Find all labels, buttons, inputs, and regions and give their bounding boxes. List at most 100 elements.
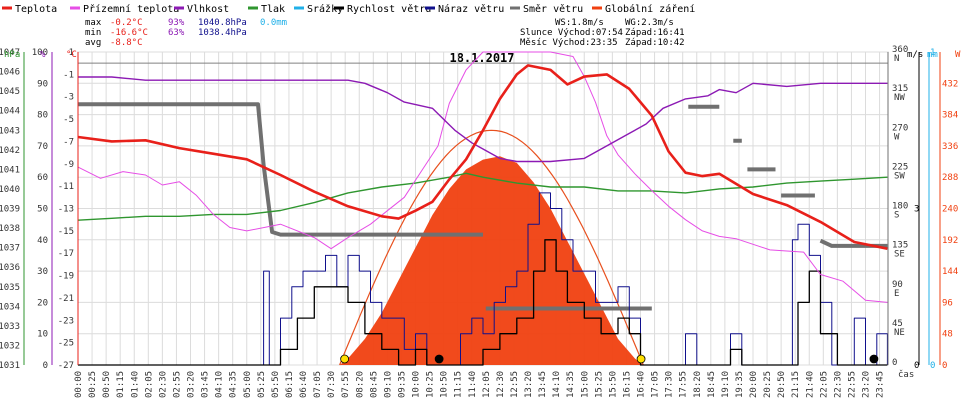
x-tick-label: 14:35 (566, 371, 576, 398)
stat-text: Západ:10:42 (625, 38, 685, 48)
hpa-axis-tick: 1031 (0, 361, 20, 371)
radiation-tick: 96 (942, 298, 953, 308)
humidity-axis-tick: 100 (32, 48, 48, 58)
x-tick-label: 00:50 (102, 371, 112, 398)
x-tick-label: 04:10 (215, 371, 225, 398)
moonrise-marker (869, 354, 879, 364)
x-tick-label: 04:35 (229, 371, 239, 398)
stat-text: min (85, 28, 101, 38)
legend-label: Přízemní teplota (83, 3, 179, 15)
stat-text: -8.8°C (110, 38, 143, 48)
hpa-axis-tick: 1034 (0, 302, 20, 312)
temperature-axis-tick: -21 (58, 294, 74, 304)
direction-tick: 180 (892, 202, 908, 212)
stat-text: Slunce Východ:07:54 (520, 28, 623, 38)
stat-text: Západ:16:41 (625, 28, 685, 38)
radiation-tick: 240 (942, 205, 958, 215)
direction-compass: W (894, 132, 900, 142)
x-tick-label: 15:25 (594, 371, 604, 398)
x-tick-label: 23:20 (862, 371, 872, 398)
humidity-axis-tick: 70 (37, 142, 48, 152)
stat-text: Měsíc Východ:23:35 (520, 38, 618, 48)
legend: Teplota Přízemní teplota Vlhkost Tlak Srážky… (2, 3, 695, 15)
stat-text: max (85, 18, 102, 28)
x-tick-label: 13:20 (524, 371, 534, 398)
legend-label: Náraz větru (438, 3, 504, 15)
stat-text: 0.0mm (260, 18, 287, 28)
rain-axis-label: mm (927, 50, 938, 60)
radiation-tick: 432 (942, 79, 958, 89)
hpa-axis-tick: 1044 (0, 107, 20, 117)
x-tick-label: 15:00 (580, 371, 590, 398)
x-tick-label: 13:45 (538, 371, 548, 398)
x-tick-label: 20:00 (749, 371, 759, 398)
stat-text: WS:1.8m/s (555, 18, 604, 28)
hpa-axis-tick: 1039 (0, 205, 20, 215)
x-tick-label: 03:20 (187, 371, 197, 398)
temperature-axis-tick: -13 (58, 205, 74, 215)
series-temperature (77, 64, 888, 250)
temperature-axis-tick: -17 (58, 249, 74, 259)
hpa-axis-tick: 1045 (0, 87, 20, 97)
x-tick-label: 07:55 (341, 371, 351, 398)
direction-compass: E (894, 289, 899, 299)
stat-text: -16.6°C (110, 28, 148, 38)
direction-compass: S (894, 211, 899, 221)
temperature-axis-tick: -7 (63, 137, 74, 147)
humidity-axis-tick: 10 (37, 330, 48, 340)
radiation-tick: 48 (942, 330, 953, 340)
series-radiation-area (339, 156, 644, 365)
x-tick-label: 14:10 (552, 371, 562, 398)
series-pressure (77, 172, 888, 221)
stat-text: 63% (168, 28, 185, 38)
x-tick-label: 22:05 (819, 371, 829, 398)
humidity-axis-tick: 80 (37, 111, 48, 121)
direction-tick: 45 (892, 319, 903, 329)
stat-text: avg (85, 38, 101, 48)
temperature-axis-tick: 1 (69, 48, 74, 58)
hpa-axis-tick: 1036 (0, 263, 20, 273)
humidity-axis-tick: 50 (37, 205, 48, 215)
temperature-axis-tick: -27 (58, 361, 74, 371)
x-tick-label: 16:40 (637, 371, 647, 398)
legend-label: Srážky (307, 3, 343, 15)
legend-label: Teplota (15, 4, 57, 15)
humidity-axis-tick: 20 (37, 298, 48, 308)
series-layer (77, 51, 888, 366)
direction-tick: 0 (892, 358, 897, 368)
direction-tick: 90 (892, 280, 903, 290)
x-tick-label: 00:25 (88, 371, 98, 398)
hpa-axis-tick: 1038 (0, 224, 20, 234)
x-tick-label: 20:50 (777, 371, 787, 398)
x-tick-label: 11:40 (468, 371, 478, 398)
temperature-axis-tick: -11 (58, 182, 74, 192)
humidity-axis-tick: 90 (37, 79, 48, 89)
axes-layer: 1031103210331034103510361037103810391040… (0, 45, 961, 398)
x-tick-label: 19:35 (735, 371, 745, 398)
series-wind-speed (78, 239, 888, 366)
stat-text: -0.2°C (110, 18, 143, 28)
temperature-axis-tick: -3 (63, 93, 74, 103)
x-tick-label: 02:05 (144, 371, 154, 398)
x-tick-label: 20:25 (763, 371, 773, 398)
x-tick-label: 11:15 (454, 371, 464, 398)
legend-label: Vlhkost (187, 4, 229, 15)
x-tick-label: 00:00 (74, 371, 84, 398)
x-tick-label: 01:40 (130, 371, 140, 398)
temperature-axis-tick: -1 (63, 70, 74, 80)
temperature-axis-label: °C (66, 50, 77, 60)
legend-label: Rychlost větru (347, 3, 431, 15)
theoretical-radiation-curve (339, 129, 644, 366)
legend-label: Tlak (261, 4, 285, 15)
humidity-axis-tick: 0 (43, 361, 48, 371)
radiation-tick: 336 (942, 142, 958, 152)
x-tick-label: 12:30 (496, 371, 506, 398)
series-wind-gust (78, 192, 888, 366)
x-tick-label: 01:15 (116, 371, 126, 398)
x-tick-label: 12:05 (482, 371, 492, 398)
x-tick-label: 16:15 (622, 371, 632, 398)
x-tick-label: 23:45 (876, 371, 886, 398)
x-tick-label: 19:10 (721, 371, 731, 398)
rain-tick: 1 (930, 48, 935, 58)
